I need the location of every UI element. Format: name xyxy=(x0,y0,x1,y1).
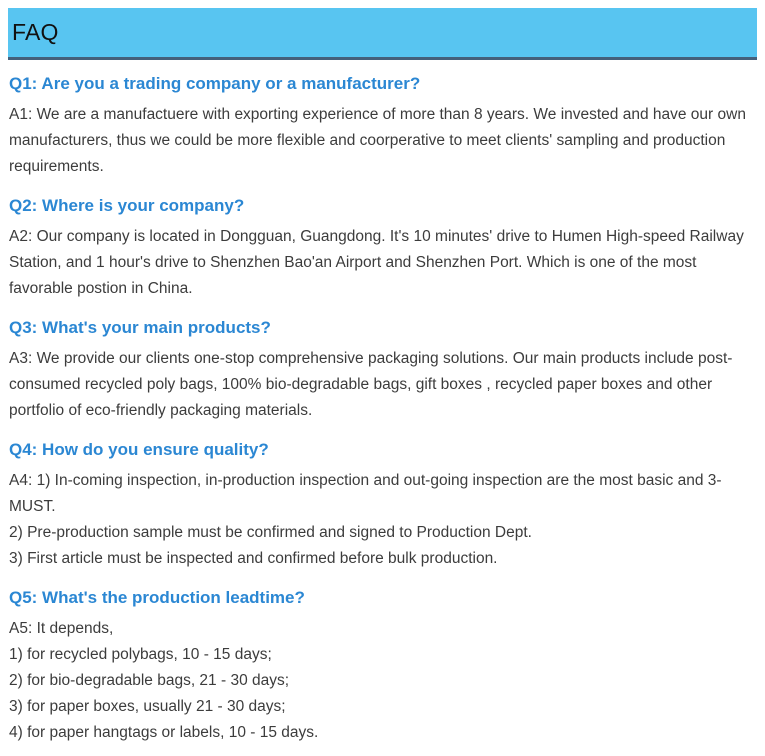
answer-paragraph: 3) for paper boxes, usually 21 - 30 days… xyxy=(9,698,286,715)
faq-answer: A5: It depends, 1) for recycled polybags,… xyxy=(9,616,756,746)
answer-paragraph: 2) Pre-production sample must be confirm… xyxy=(9,524,532,541)
faq-item: Q2: Where is your company? A2: Our compa… xyxy=(9,196,756,302)
section-header: FAQ xyxy=(8,8,757,60)
faq-item: Q3: What's your main products? A3: We pr… xyxy=(9,318,756,424)
faq-question: Q3: What's your main products? xyxy=(9,318,271,337)
answer-paragraph: 1) for recycled polybags, 10 - 15 days; xyxy=(9,646,272,663)
answer-paragraph: 3) First article must be inspected and c… xyxy=(9,550,498,567)
faq-answer: A1: We are a manufactuere with exporting… xyxy=(9,102,756,180)
answer-paragraph: 4) for paper hangtags or labels, 10 - 15… xyxy=(9,724,319,741)
faq-item: Q1: Are you a trading company or a manuf… xyxy=(9,74,756,180)
answer-paragraph: A5: It depends, xyxy=(9,620,114,637)
faq-question: Q2: Where is your company? xyxy=(9,196,245,215)
answer-paragraph: A2: Our company is located in Dongguan, … xyxy=(9,228,744,297)
faq-answer: A2: Our company is located in Dongguan, … xyxy=(9,224,756,302)
faq-item: Q4: How do you ensure quality? A4: 1) In… xyxy=(9,440,756,572)
faq-question: Q4: How do you ensure quality? xyxy=(9,440,269,459)
faq-answer: A4: 1) In-coming inspection, in-producti… xyxy=(9,468,756,572)
answer-paragraph: A3: We provide our clients one-stop comp… xyxy=(9,350,733,419)
faq-question: Q5: What's the production leadtime? xyxy=(9,588,305,607)
answer-paragraph: A1: We are a manufactuere with exporting… xyxy=(9,106,746,175)
faq-question: Q1: Are you a trading company or a manuf… xyxy=(9,74,421,93)
faq-list: Q1: Are you a trading company or a manuf… xyxy=(8,74,757,746)
page-title: FAQ xyxy=(12,19,59,45)
answer-paragraph: 2) for bio-degradable bags, 21 - 30 days… xyxy=(9,672,290,689)
faq-item: Q5: What's the production leadtime? A5: … xyxy=(9,588,756,746)
answer-paragraph: A4: 1) In-coming inspection, in-producti… xyxy=(9,472,722,515)
faq-answer: A3: We provide our clients one-stop comp… xyxy=(9,346,756,424)
